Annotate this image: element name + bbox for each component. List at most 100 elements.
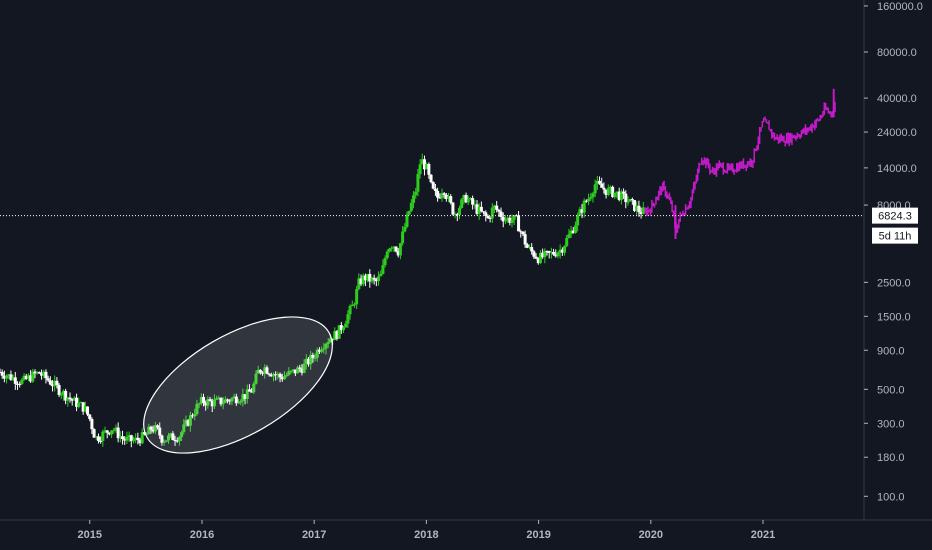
candle-body bbox=[571, 230, 575, 233]
candle-body bbox=[370, 277, 374, 282]
candle-body bbox=[175, 440, 179, 442]
candle-body bbox=[392, 246, 396, 248]
candle-body bbox=[591, 193, 595, 198]
candle-body bbox=[250, 391, 254, 393]
candle-body bbox=[350, 304, 354, 307]
candle-body bbox=[598, 180, 602, 184]
price-tick-label: 100.0 bbox=[877, 491, 905, 503]
candle-body bbox=[217, 397, 221, 399]
candle-body bbox=[101, 431, 105, 442]
candle-body bbox=[409, 202, 413, 211]
candle-body bbox=[136, 437, 140, 440]
candle-body bbox=[379, 273, 383, 277]
candle-body bbox=[558, 249, 562, 253]
candle-body bbox=[611, 186, 615, 197]
price-tick-label: 1500.0 bbox=[877, 311, 911, 323]
candle-body bbox=[523, 234, 527, 245]
candle-body bbox=[247, 389, 251, 392]
candle-body bbox=[173, 440, 177, 442]
candle-body bbox=[328, 338, 332, 343]
candle-body bbox=[641, 207, 645, 214]
candle-body bbox=[57, 385, 61, 395]
accumulation-ellipse bbox=[143, 316, 333, 454]
time-tick-label: 2018 bbox=[414, 529, 438, 541]
candle-body bbox=[600, 183, 604, 188]
candle-body bbox=[151, 429, 155, 432]
candle-body bbox=[372, 277, 376, 280]
candle-body bbox=[311, 354, 315, 358]
candle-body bbox=[396, 251, 400, 256]
candle-body bbox=[322, 348, 326, 350]
candle-body bbox=[637, 205, 641, 213]
candle-body bbox=[490, 207, 494, 219]
candle-body bbox=[488, 217, 492, 219]
candle-body bbox=[313, 357, 317, 359]
candle-body bbox=[486, 216, 490, 218]
candle-body bbox=[606, 188, 610, 195]
candle-body bbox=[46, 378, 50, 381]
candle-body bbox=[407, 210, 411, 215]
time-tick-label: 2016 bbox=[190, 529, 214, 541]
candle-body bbox=[48, 380, 52, 385]
candle-body bbox=[440, 193, 444, 198]
candle-body bbox=[81, 402, 85, 412]
candle-body bbox=[75, 397, 79, 407]
candle-body bbox=[191, 415, 195, 417]
candle-body bbox=[188, 415, 192, 426]
time-axis[interactable]: 2015 2016 2017 2018 2019 2020 2021 bbox=[78, 520, 776, 541]
price-axis[interactable]: 160000.080000.040000.024000.014000.08000… bbox=[864, 1, 923, 503]
candle-body bbox=[35, 372, 39, 374]
candle-body bbox=[453, 214, 457, 216]
candle-body bbox=[538, 252, 542, 264]
candle-body bbox=[219, 397, 223, 405]
candle-body bbox=[138, 439, 142, 444]
candle-body bbox=[383, 257, 387, 266]
time-tick-label: 2021 bbox=[751, 529, 775, 541]
candle-body bbox=[359, 278, 363, 285]
candle-body bbox=[223, 399, 227, 403]
time-tick-label: 2017 bbox=[302, 529, 326, 541]
candle-body bbox=[352, 304, 356, 306]
candle-body bbox=[508, 217, 512, 223]
candle-body bbox=[628, 199, 632, 202]
candle-body bbox=[77, 402, 81, 407]
candle-body bbox=[576, 215, 580, 226]
candle-body bbox=[633, 200, 637, 211]
candle-body bbox=[326, 342, 330, 344]
candle-body bbox=[519, 231, 523, 233]
candle-body bbox=[460, 199, 464, 208]
candle-body bbox=[232, 396, 236, 399]
candle-body bbox=[477, 206, 481, 214]
candle-body bbox=[499, 211, 503, 217]
price-tick-label: 14000.0 bbox=[877, 163, 917, 175]
candle-body bbox=[438, 197, 442, 199]
candle-body bbox=[156, 425, 160, 428]
candle-body bbox=[416, 174, 420, 192]
candle-body bbox=[617, 191, 621, 201]
candle-body bbox=[447, 196, 451, 200]
candle-body bbox=[525, 244, 529, 248]
candle-body bbox=[501, 216, 505, 222]
candle-body bbox=[64, 390, 68, 401]
candle-body bbox=[66, 397, 70, 401]
candle-body bbox=[532, 251, 536, 257]
candle-body bbox=[348, 306, 352, 315]
candle-body bbox=[236, 402, 240, 404]
candle-body bbox=[252, 383, 256, 393]
time-tick-label: 2019 bbox=[526, 529, 550, 541]
candle-body bbox=[414, 191, 418, 196]
candle-body bbox=[300, 368, 304, 373]
candle-body bbox=[92, 429, 96, 438]
candle-body bbox=[444, 194, 448, 200]
candle-body bbox=[112, 430, 116, 432]
candle-body bbox=[573, 225, 577, 233]
candle-body bbox=[37, 372, 41, 374]
candle-body bbox=[241, 394, 245, 402]
candle-body bbox=[339, 325, 343, 331]
candle-body bbox=[79, 402, 83, 404]
candle-body bbox=[164, 440, 168, 442]
candle-body bbox=[604, 189, 608, 195]
candle-body bbox=[355, 289, 359, 305]
candle-body bbox=[114, 427, 118, 431]
